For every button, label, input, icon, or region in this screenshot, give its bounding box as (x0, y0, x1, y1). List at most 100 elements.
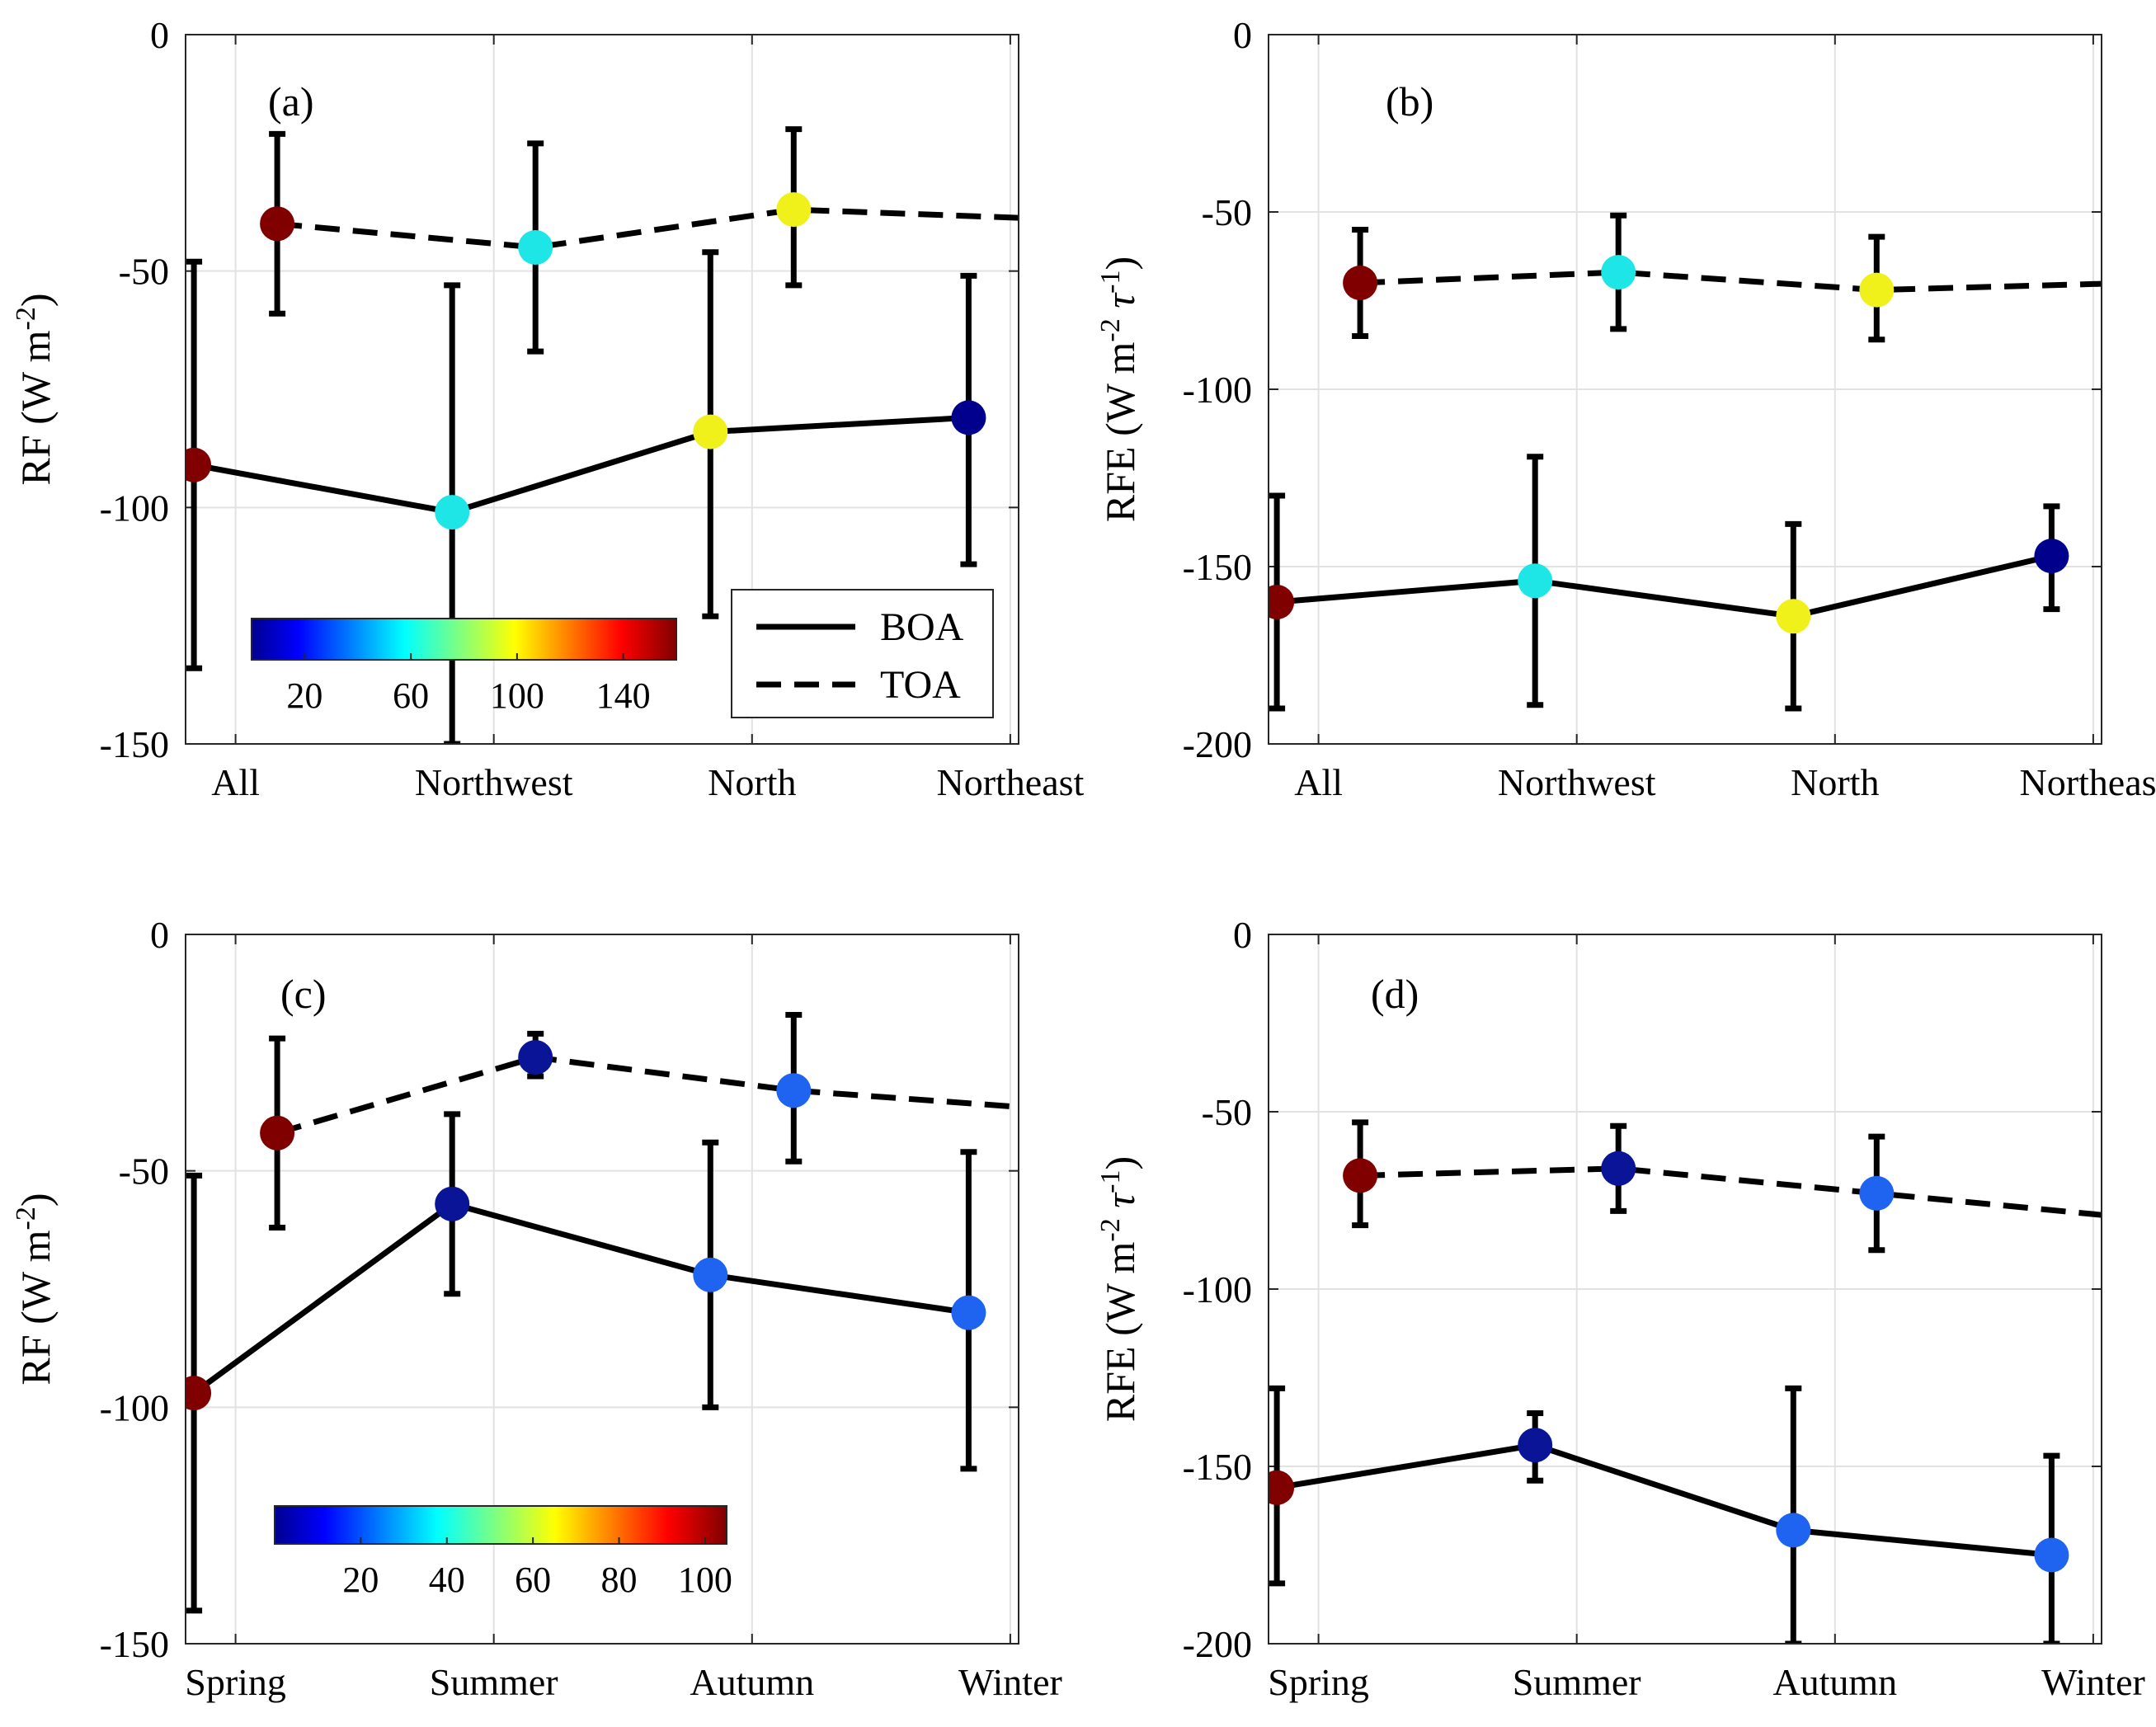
colorbar-gradient (251, 618, 677, 661)
data-layer (186, 126, 1069, 744)
y-tick-label: -100 (100, 487, 169, 529)
plot-frame (185, 34, 1019, 745)
y-tick-label: -100 (100, 1386, 169, 1428)
panel-label: (c) (280, 971, 327, 1017)
data-point-boa (435, 495, 470, 530)
data-point-toa (1859, 1175, 1895, 1211)
y-tick-label: -150 (1183, 546, 1252, 588)
y-axis-title-close: ) (1097, 1156, 1143, 1170)
data-point-toa (1601, 255, 1636, 290)
series-line-boa (1276, 1442, 2052, 1558)
y-tick-label: -150 (1183, 1446, 1252, 1488)
y-tick-label: -150 (100, 723, 169, 765)
x-tick-label: Summer (430, 1661, 558, 1703)
data-point-boa (2034, 1537, 2069, 1573)
y-tick-label: -50 (1202, 1091, 1252, 1133)
y-tick-label: -200 (1183, 1623, 1252, 1665)
data-point-toa (776, 192, 812, 228)
data-point-boa (1269, 1470, 1295, 1505)
x-tick-label: Winter (2041, 1661, 2145, 1703)
y-axis-title-tau: τ (1097, 292, 1143, 319)
data-point-toa (1034, 202, 1069, 237)
colorbar-tick-label: 100 (490, 675, 544, 716)
x-tick-label: North (708, 761, 796, 803)
chart-panel-d: 0 -50 -100 -150 -200 Spring Summer Autumn Winter… (1095, 914, 2145, 1703)
x-tick-label: Winter (958, 1661, 1062, 1703)
y-axis-title-close: ) (12, 1193, 59, 1207)
data-point-boa (1269, 585, 1295, 619)
y-tick-label: -50 (1202, 191, 1252, 233)
series-line-toa (1360, 1165, 2102, 1218)
y-tick-label: -100 (1183, 1268, 1252, 1311)
x-tick-label: North (1791, 761, 1879, 803)
y-tick-label: -50 (119, 251, 169, 293)
chart-panel-b: 0 -50 -100 -150 -200 All Northwest North Northea… (1095, 14, 2156, 803)
colorbar-tick-label: 60 (393, 675, 429, 716)
y-tick-label: -150 (100, 1623, 169, 1665)
x-tick-label: All (1294, 761, 1343, 803)
plot-frame (1268, 34, 2102, 745)
data-point-boa (1518, 1428, 1553, 1463)
y-axis-title-superscript: -2 (1095, 318, 1126, 341)
chart-panel-c: 0 -50 -100 -150 Spring Summer Autumn Winter RF (… (11, 914, 1062, 1703)
data-point-toa (1601, 1151, 1636, 1186)
data-point-toa (1859, 272, 1895, 308)
x-tick-label: Northeast (2019, 761, 2156, 803)
y-axis-title: RF (W m-2) (11, 1193, 59, 1386)
data-point-boa (693, 1257, 728, 1292)
legend-label-boa: BOA (880, 605, 964, 649)
data-layer (1269, 212, 2152, 712)
y-axis-title-close: ) (12, 294, 59, 308)
data-point-toa (260, 1115, 295, 1151)
panel-label: (b) (1386, 78, 1433, 125)
y-axis-title: RF (W m-2) (11, 294, 59, 486)
data-point-boa (1776, 599, 1811, 634)
y-tick-label: -50 (119, 1151, 169, 1193)
data-point-boa (1518, 563, 1553, 599)
x-tick-label: Summer (1513, 1661, 1641, 1703)
y-tick-label: -200 (1183, 723, 1252, 765)
plot-frame (1268, 934, 2102, 1645)
panel-label: (d) (1371, 971, 1419, 1017)
y-axis-title-superscript-2: -1 (1095, 1170, 1126, 1193)
colorbar: 20 60 100 140 (251, 618, 677, 716)
colorbar-tick-label: 100 (678, 1560, 732, 1600)
colorbar-tick-label: 20 (286, 675, 322, 716)
data-point-boa (951, 400, 986, 435)
legend-box (731, 589, 994, 718)
colorbar-tick-label: 140 (596, 675, 651, 716)
chart-panel-a: 0 -50 -100 -150 All Northwest North Northeast RF… (11, 14, 1085, 803)
y-tick-label: 0 (150, 14, 169, 56)
colorbar-tick-label: 60 (515, 1560, 551, 1600)
data-point-toa (1343, 1158, 1378, 1193)
data-point-boa (435, 1186, 470, 1221)
y-axis-title-main: RF (W m (12, 330, 59, 485)
series-line-boa (193, 414, 969, 515)
data-point-boa (2034, 539, 2069, 574)
y-axis-title-superscript: -2 (11, 307, 41, 330)
x-tick-label: All (211, 761, 260, 803)
data-point-boa (951, 1295, 986, 1330)
y-axis-title-superscript: -2 (11, 1207, 41, 1230)
data-layer (1269, 1119, 2102, 1644)
x-tick-label: Northwest (415, 761, 573, 803)
series-line-toa (276, 1054, 1019, 1136)
y-axis-title-superscript-2: -1 (1095, 271, 1126, 294)
y-axis-title-close: ) (1097, 256, 1143, 271)
x-tick-label: Northwest (1498, 761, 1656, 803)
colorbar-tick-label: 40 (429, 1560, 465, 1600)
data-point-boa (693, 414, 728, 449)
data-point-toa (776, 1073, 812, 1108)
y-axis-title: RFE (W m-2 τ-1) (1095, 256, 1143, 522)
data-layer (186, 1011, 1019, 1614)
data-point-toa (2117, 266, 2152, 300)
data-point-toa (1343, 266, 1378, 300)
panel-label: (a) (268, 78, 314, 125)
x-tick-label: Autumn (690, 1661, 814, 1703)
y-axis-title-main: RFE (W m (1097, 1241, 1143, 1422)
x-tick-label: Autumn (1772, 1661, 1897, 1703)
x-tick-label: Spring (1268, 1661, 1369, 1703)
legend: BOA TOA (731, 589, 994, 718)
series-line-toa (276, 206, 1019, 251)
